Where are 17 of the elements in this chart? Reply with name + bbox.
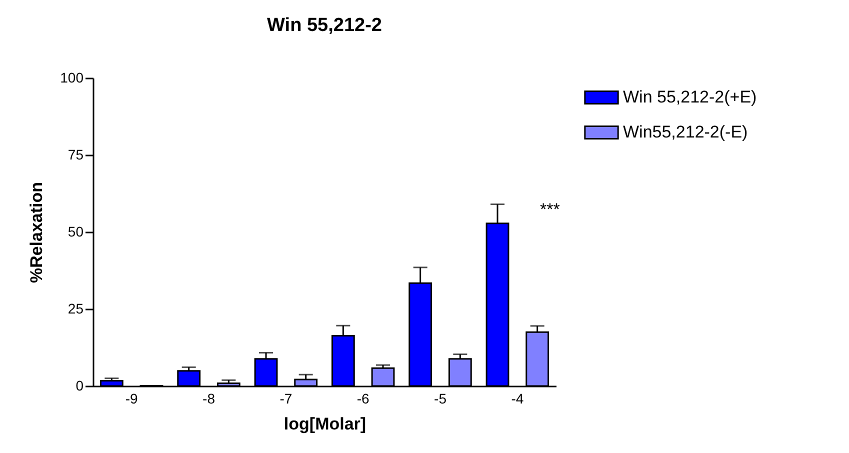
legend-label: Win55,212-2(-E)	[623, 122, 748, 142]
annotation: ***	[540, 200, 560, 219]
y-tick-label: 50	[68, 224, 84, 240]
x-tick-label: -4	[511, 390, 524, 406]
y-tick-label: 0	[76, 378, 84, 394]
legend-label: Win 55,212-2(+E)	[623, 88, 757, 106]
x-tick-label: -9	[125, 390, 138, 406]
y-axis-title: %Relaxation	[27, 182, 46, 284]
y-tick-label: 100	[60, 70, 84, 86]
chart-title: Win 55,212-2	[267, 15, 382, 36]
x-tick-label: -6	[356, 390, 370, 406]
y-tick-label: 25	[68, 300, 84, 316]
x-tick-label: -8	[202, 390, 216, 406]
x-axis-title: log[Molar]	[284, 414, 366, 434]
x-tick-label: -5	[434, 390, 447, 406]
y-tick-label: 75	[68, 146, 84, 162]
x-tick-label: -7	[280, 390, 292, 406]
